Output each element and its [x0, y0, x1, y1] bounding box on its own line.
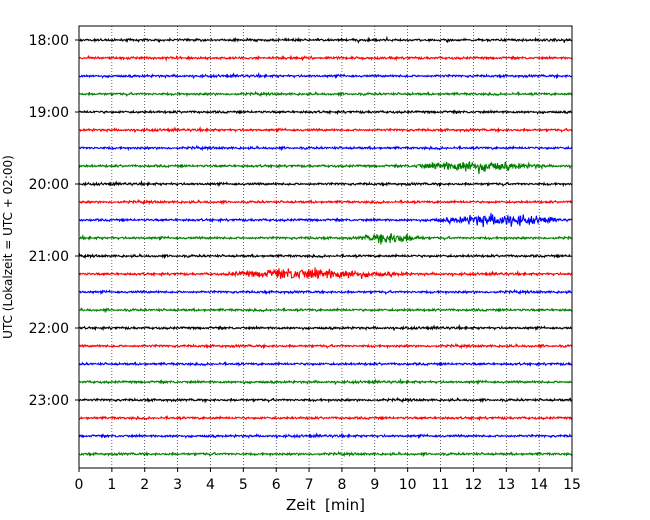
x-tick-label: 1 [107, 477, 116, 493]
y-tick-label: 22:00 [29, 321, 69, 337]
trace-2000 [78, 180, 573, 188]
x-tick-label: 6 [272, 477, 281, 493]
trace-2200 [78, 324, 573, 332]
y-tick-label: 20:00 [29, 177, 69, 193]
trace-2045 [78, 233, 573, 245]
trace-1815 [78, 54, 573, 63]
trace-2130 [78, 288, 573, 296]
x-tick-label: 12 [464, 477, 482, 493]
trace-1830 [78, 72, 573, 80]
x-axis-ticks: 0 1 2 3 4 5 6 7 8 9 10 11 12 13 14 15 [75, 468, 581, 493]
x-tick-label: 2 [140, 477, 149, 493]
y-tick-label: 21:00 [29, 249, 69, 265]
x-tick-label: 11 [432, 477, 450, 493]
x-tick-label: 13 [497, 477, 515, 493]
x-tick-label: 4 [206, 477, 215, 493]
y-tick-label: 18:00 [29, 33, 69, 49]
grid-lines [111, 26, 540, 468]
x-tick-label: 9 [370, 477, 379, 493]
plot-frame [78, 25, 573, 469]
y-tick-label: 23:00 [29, 393, 69, 409]
x-tick-label: 10 [399, 477, 417, 493]
trace-2230 [78, 360, 573, 368]
x-tick-label: 0 [75, 477, 84, 493]
x-tick-label: 15 [563, 477, 581, 493]
x-tick-label: 8 [337, 477, 346, 493]
x-tick-label: 7 [305, 477, 314, 493]
y-axis-label: UTC (Lokalzeit = UTC + 02:00) [1, 155, 15, 339]
y-tick-label: 19:00 [29, 105, 69, 121]
trace-2115 [78, 267, 573, 280]
x-tick-label: 3 [173, 477, 182, 493]
x-tick-label: 5 [239, 477, 248, 493]
y-axis-ticks: 18:00 19:00 20:00 21:00 22:00 23:00 [29, 33, 79, 409]
trace-2245 [78, 378, 573, 386]
trace-2300 [78, 396, 573, 404]
trace-2015 [78, 198, 573, 206]
seismic-traces [78, 35, 573, 458]
trace-1900 [78, 109, 573, 116]
trace-2145 [78, 306, 573, 314]
trace-2345 [78, 450, 573, 458]
trace-1945 [78, 160, 573, 175]
trace-1845 [78, 90, 573, 98]
trace-2215 [78, 342, 573, 350]
trace-2315 [78, 414, 573, 422]
x-axis-label: Zeit [min] [286, 496, 365, 514]
trace-1915 [78, 126, 573, 134]
trace-2030 [78, 213, 573, 228]
trace-2100 [78, 252, 573, 260]
trace-1930 [78, 144, 573, 152]
x-tick-label: 14 [530, 477, 548, 493]
trace-2330 [78, 431, 573, 440]
trace-1800 [78, 35, 573, 45]
